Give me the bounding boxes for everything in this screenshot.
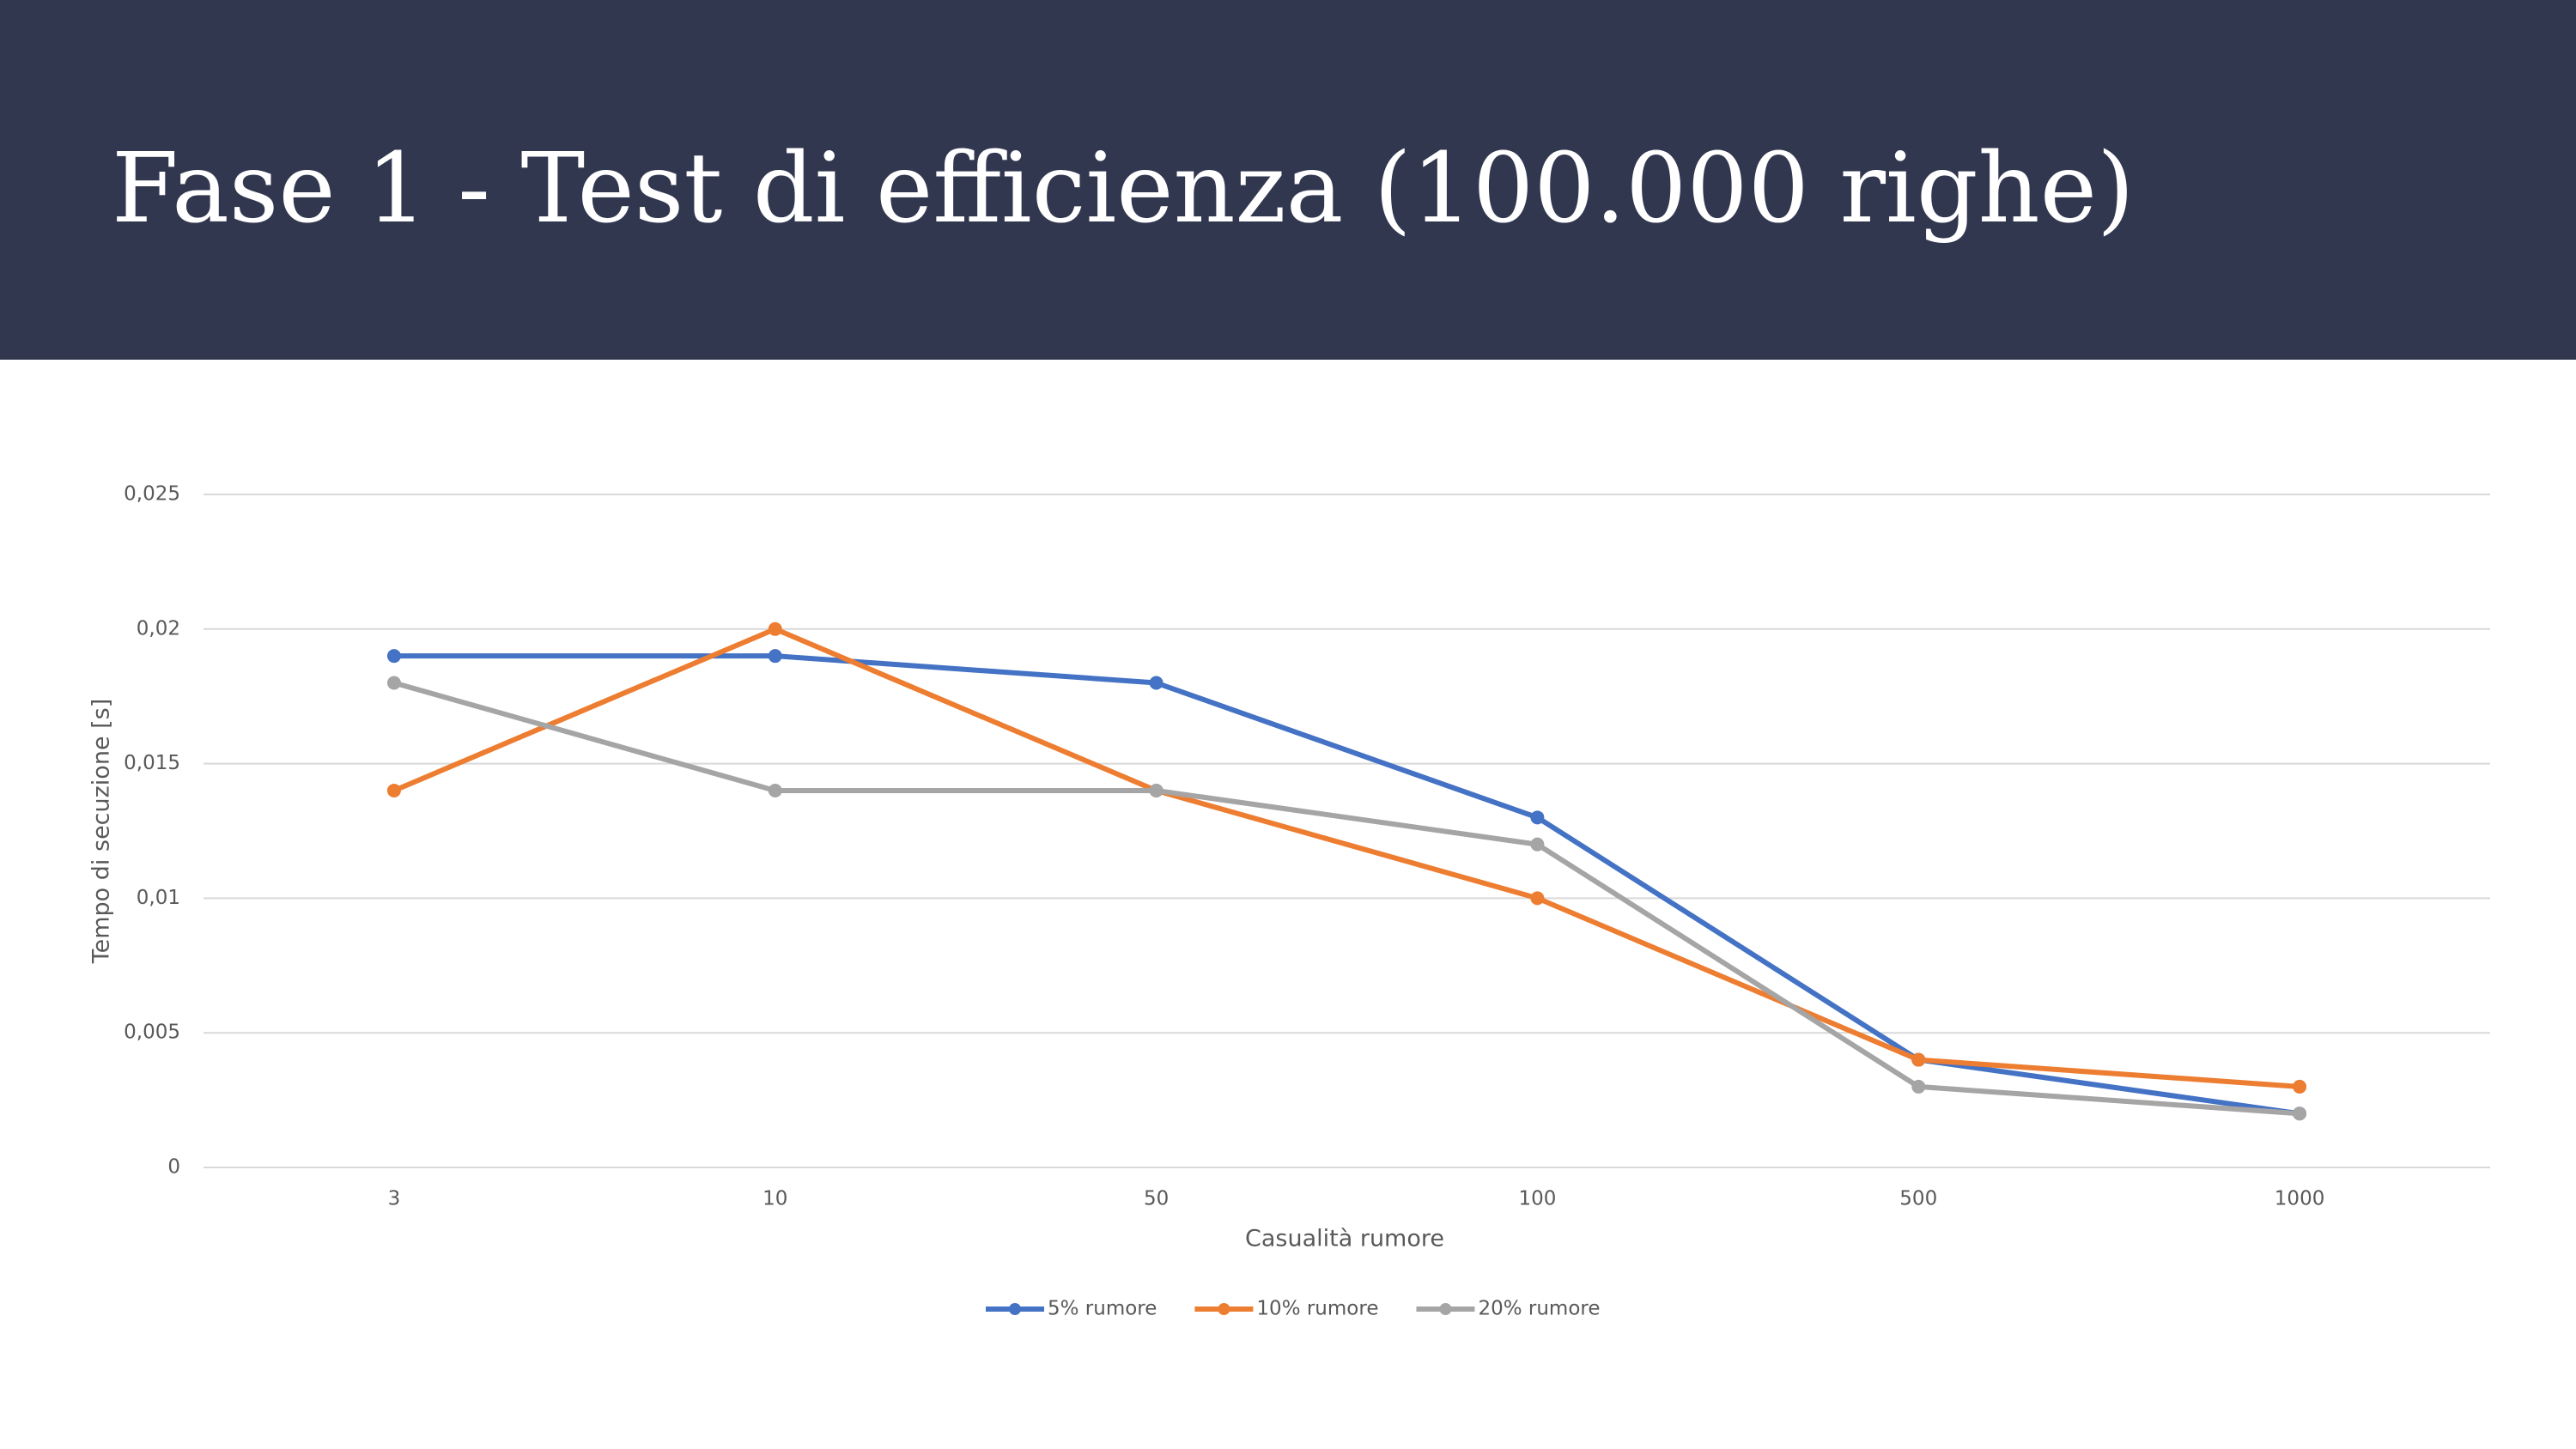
x-tick-label: 50 [1144,1188,1169,1210]
data-point [386,783,401,797]
legend-marker [1009,1303,1021,1315]
x-tick-label: 10 [762,1188,787,1210]
data-point [1530,891,1545,906]
header-band [0,0,2576,360]
series-line [392,626,2300,1089]
data-point [768,621,782,636]
data-point [1149,783,1163,797]
data-point [2293,1106,2307,1121]
data-point [1149,676,1163,690]
y-tick-label: 0,025 [124,483,180,506]
y-tick-label: 0,015 [124,752,180,774]
y-tick-label: 0 [167,1156,180,1179]
y-tick-label: 0,02 [137,617,180,640]
data-point [386,649,401,664]
legend-marker [1218,1303,1230,1315]
x-tick-label: 1000 [2275,1188,2325,1210]
data-point [1911,1079,1926,1094]
x-tick-label: 500 [1899,1188,1937,1210]
data-point [2293,1079,2307,1094]
x-tick-label: 3 [388,1188,401,1210]
legend-marker [1439,1303,1452,1315]
legend-label: 10% rumore [1256,1298,1378,1320]
y-tick-label: 0,01 [137,887,180,909]
x-tick-label: 100 [1518,1188,1556,1210]
data-point [1911,1052,1926,1067]
data-point [1530,810,1545,825]
data-point [768,649,782,664]
data-point [768,783,782,797]
legend-label: 5% rumore [1048,1298,1157,1320]
x-axis-label: Casualità rumore [1245,1226,1444,1252]
series-line [393,680,2300,1117]
data-point [1530,837,1545,852]
y-axis-label: Tempo di secuzione [s] [88,699,115,965]
y-tick-label: 0,005 [124,1022,180,1044]
series-line [393,653,2300,1117]
slide-title: Fase 1 - Test di efficienza (100.000 rig… [112,133,2135,245]
legend-label: 20% rumore [1478,1298,1600,1320]
data-point [386,676,401,690]
